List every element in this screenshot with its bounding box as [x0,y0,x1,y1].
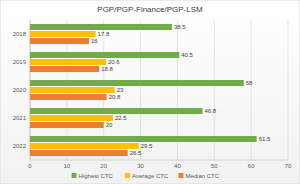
bar [30,59,106,65]
data-label: 29.5 [141,143,153,149]
bar [30,38,89,44]
data-label: 18.8 [101,66,113,72]
data-label: 22.5 [115,115,127,121]
data-labels: 38.5 17.816 40.5 20.618.8 58 2320.8 46.8 22.520… [91,24,271,156]
category-label: 2020 [13,87,27,93]
tick-label: 30 [137,163,144,169]
category-label: 2019 [13,59,27,65]
data-label: 16 [91,38,98,44]
tick-label: 70 [285,163,292,169]
bar [30,108,202,114]
tick-label: 0 [28,163,32,169]
data-label: 20.8 [109,94,121,100]
bar [30,115,113,121]
data-label: 40.5 [181,52,193,58]
legend-swatch [178,173,183,178]
legend-swatch [72,173,77,178]
tick-label: 60 [248,163,255,169]
legend-swatch [125,173,130,178]
legend-label: Median CTC [185,173,219,179]
chart-svg: PGP/PGP-Finance/PGP-LSM 0 10 20 30 40 50 60 70 38… [0,0,300,184]
bar [30,143,139,149]
tick-label: 10 [64,163,71,169]
bar [30,80,244,86]
category-label: 2021 [13,115,27,121]
legend-label: Average CTC [132,173,169,179]
category-label: 2022 [13,143,27,149]
category-label: 2018 [13,31,27,37]
bar [30,24,172,30]
data-label: 17.8 [98,31,110,37]
bar [30,150,128,156]
data-label: 46.8 [204,108,216,114]
grid-line [288,20,289,160]
bar [30,122,104,128]
bar [30,94,107,100]
data-label: 38.5 [174,24,186,30]
bar [30,87,115,93]
bar [30,136,257,142]
bar [30,52,179,58]
bar [30,31,96,37]
legend: Highest CTC Average CTC Median CTC [72,173,220,179]
data-label: 20 [106,122,113,128]
bar [30,66,99,72]
bars [30,24,257,156]
data-label: 58 [246,80,253,86]
tick-label: 20 [100,163,107,169]
legend-label: Highest CTC [79,173,114,179]
background [0,0,300,184]
chart-root: PGP/PGP-Finance/PGP-LSM 0 10 20 30 40 50 60 70 38… [0,0,300,184]
data-label: 61.5 [259,136,271,142]
tick-label: 50 [211,163,218,169]
x-axis-line [30,160,288,161]
data-label: 26.5 [130,150,142,156]
title: PGP/PGP-Finance/PGP-LSM [97,5,203,14]
data-label: 20.6 [108,59,120,65]
tick-label: 40 [174,163,181,169]
data-label: 23 [117,87,124,93]
